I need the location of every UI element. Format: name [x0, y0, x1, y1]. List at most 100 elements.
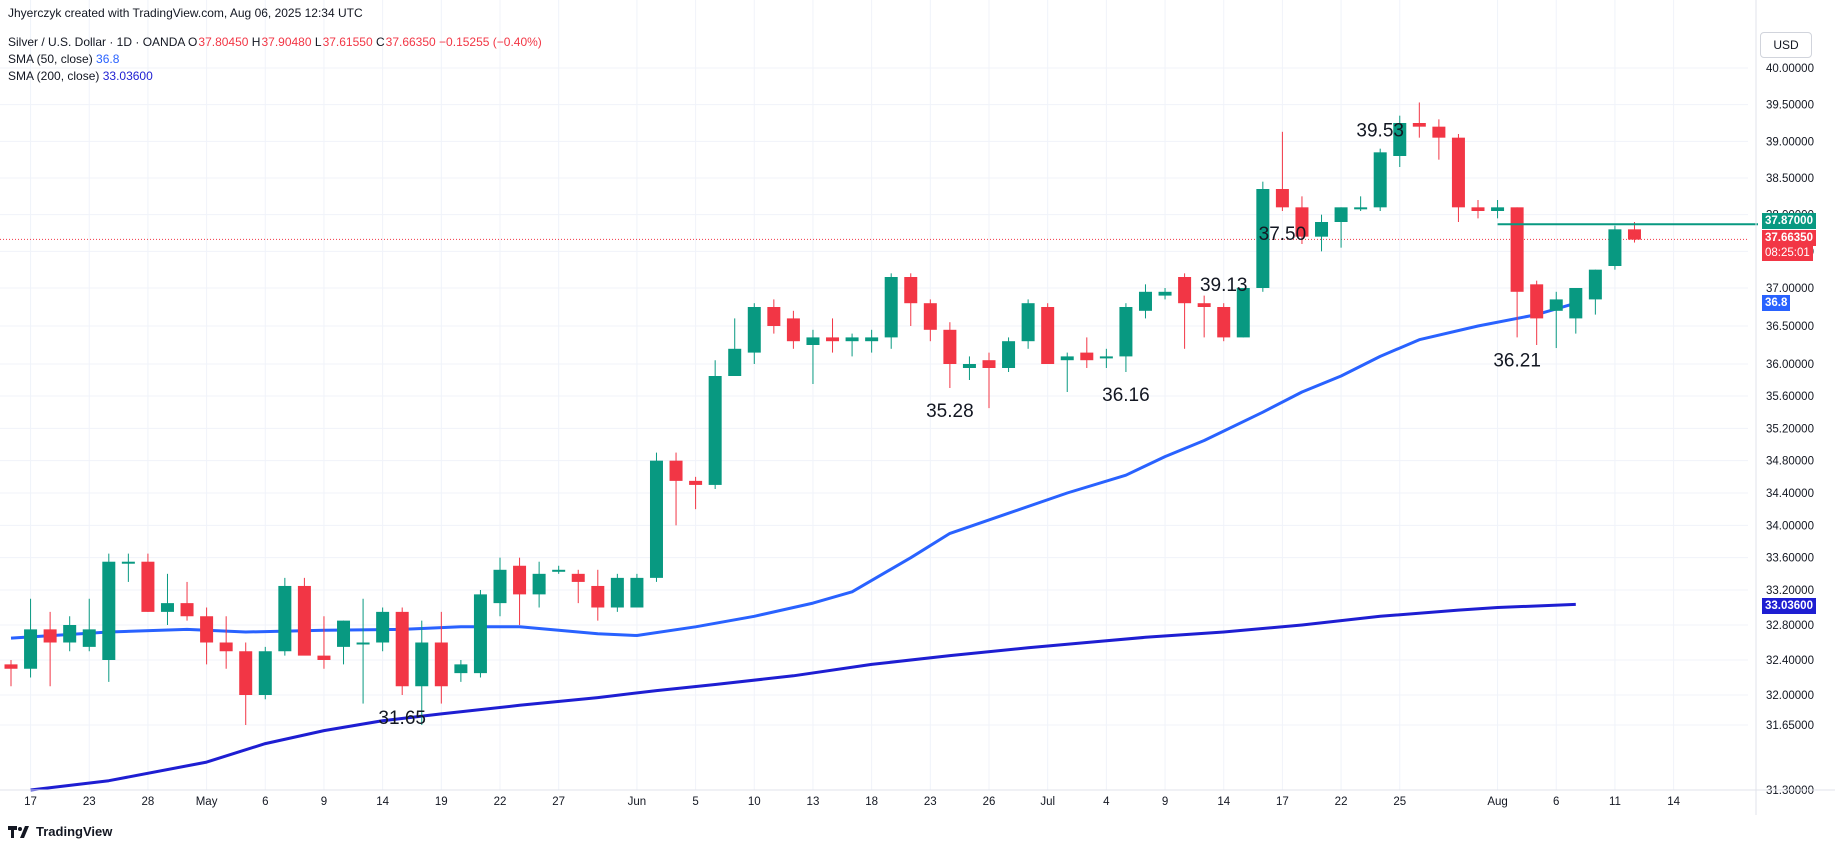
candle[interactable] — [317, 616, 331, 669]
countdown-tag: 08:25:01 — [1762, 245, 1813, 261]
candle[interactable] — [121, 553, 135, 582]
candle[interactable] — [82, 598, 96, 652]
candle[interactable] — [434, 611, 448, 704]
candle-body — [337, 620, 351, 647]
candle[interactable] — [747, 303, 761, 364]
candle[interactable] — [160, 573, 174, 625]
candle[interactable] — [552, 565, 566, 574]
candle[interactable] — [865, 329, 879, 353]
candle[interactable] — [1315, 214, 1329, 252]
candle[interactable] — [786, 310, 800, 349]
candle[interactable] — [200, 607, 214, 665]
candle[interactable] — [1432, 119, 1446, 160]
sma50-legend[interactable]: SMA (50, close) 36.8 — [8, 52, 119, 66]
currency-button[interactable]: USD — [1760, 32, 1812, 58]
candle[interactable] — [845, 333, 859, 357]
candle[interactable] — [1354, 196, 1368, 211]
candle[interactable] — [1510, 207, 1524, 338]
candle[interactable] — [337, 620, 351, 665]
candle[interactable] — [1334, 207, 1348, 248]
candle[interactable] — [1080, 337, 1094, 368]
candle[interactable] — [356, 598, 370, 704]
candle[interactable] — [297, 577, 311, 656]
candle[interactable] — [806, 329, 820, 384]
time-axis[interactable]: 17 23 28 May 6 9 14 19 22 27 Jun 5 10 13 18 23 26 Jul 4 9 14… — [0, 789, 1835, 808]
candle[interactable] — [826, 318, 840, 353]
candle[interactable] — [923, 299, 937, 342]
candle[interactable] — [1608, 225, 1622, 270]
candle[interactable] — [24, 598, 38, 678]
candle[interactable] — [708, 360, 722, 489]
candle[interactable] — [1119, 303, 1133, 372]
candle[interactable] — [1451, 134, 1465, 222]
candle[interactable] — [1217, 303, 1231, 342]
candle[interactable] — [415, 620, 429, 725]
candle[interactable] — [141, 553, 155, 612]
candle[interactable] — [1256, 181, 1270, 292]
candle[interactable] — [1099, 348, 1113, 368]
candle[interactable] — [982, 352, 996, 409]
candle[interactable] — [4, 660, 18, 687]
candle[interactable] — [1627, 222, 1641, 243]
candle[interactable] — [1002, 337, 1016, 372]
candle[interactable] — [1197, 295, 1211, 338]
candle[interactable] — [728, 318, 742, 376]
candle[interactable] — [43, 611, 57, 687]
candle[interactable] — [180, 581, 194, 621]
candle[interactable] — [102, 553, 116, 682]
candle[interactable] — [239, 642, 253, 726]
candle[interactable] — [219, 616, 233, 669]
candle[interactable] — [1393, 115, 1407, 167]
candle[interactable] — [1275, 131, 1289, 211]
candle[interactable] — [376, 607, 390, 652]
candle[interactable] — [278, 577, 292, 656]
candle[interactable] — [513, 557, 527, 625]
candle[interactable] — [630, 573, 644, 608]
candle-body — [1510, 207, 1524, 292]
candle[interactable] — [473, 590, 487, 678]
candle[interactable] — [1491, 200, 1505, 219]
tradingview-logo[interactable]: TradingView — [8, 824, 112, 839]
candle[interactable] — [1060, 352, 1074, 392]
candle[interactable] — [1295, 196, 1309, 244]
candle[interactable] — [884, 273, 898, 349]
candle[interactable] — [904, 273, 918, 326]
sma200-legend[interactable]: SMA (200, close) 33.03600 — [8, 69, 153, 83]
candle[interactable] — [649, 452, 663, 582]
candle[interactable] — [1530, 280, 1544, 345]
sma50-value: 36.8 — [96, 52, 120, 66]
candle[interactable] — [1549, 291, 1563, 349]
candle[interactable] — [532, 561, 546, 608]
candle[interactable] — [571, 569, 585, 604]
price-axis[interactable]: 40.0000039.5000039.0000038.5000038.00000… — [1755, 0, 1814, 815]
candle[interactable] — [1471, 200, 1485, 219]
candle[interactable] — [962, 356, 976, 380]
candle[interactable] — [454, 660, 468, 682]
candle[interactable] — [669, 452, 683, 526]
candle[interactable] — [1041, 303, 1055, 364]
candle[interactable] — [943, 322, 957, 388]
candle[interactable] — [1138, 284, 1152, 319]
candle[interactable] — [767, 299, 781, 334]
candle[interactable] — [591, 569, 605, 621]
high-label: H — [251, 35, 261, 49]
candle[interactable] — [689, 476, 703, 510]
candle[interactable] — [63, 616, 77, 652]
candle[interactable] — [1178, 273, 1192, 349]
candle[interactable] — [1236, 288, 1250, 338]
candle[interactable] — [1158, 288, 1172, 300]
x-tick-label: 6 — [1553, 796, 1559, 808]
candle[interactable] — [1412, 102, 1426, 138]
candle[interactable] — [610, 573, 624, 612]
y-tick-label: 37.00000 — [1766, 283, 1814, 295]
price-annotation: 36.16 — [1102, 385, 1150, 406]
candle[interactable] — [395, 607, 409, 696]
candle[interactable] — [1373, 148, 1387, 211]
candle[interactable] — [258, 646, 272, 700]
candle[interactable] — [493, 557, 507, 617]
candle[interactable] — [1569, 288, 1583, 334]
candle-body — [1569, 288, 1583, 319]
candle[interactable] — [1021, 299, 1035, 349]
candle[interactable] — [1588, 269, 1602, 315]
